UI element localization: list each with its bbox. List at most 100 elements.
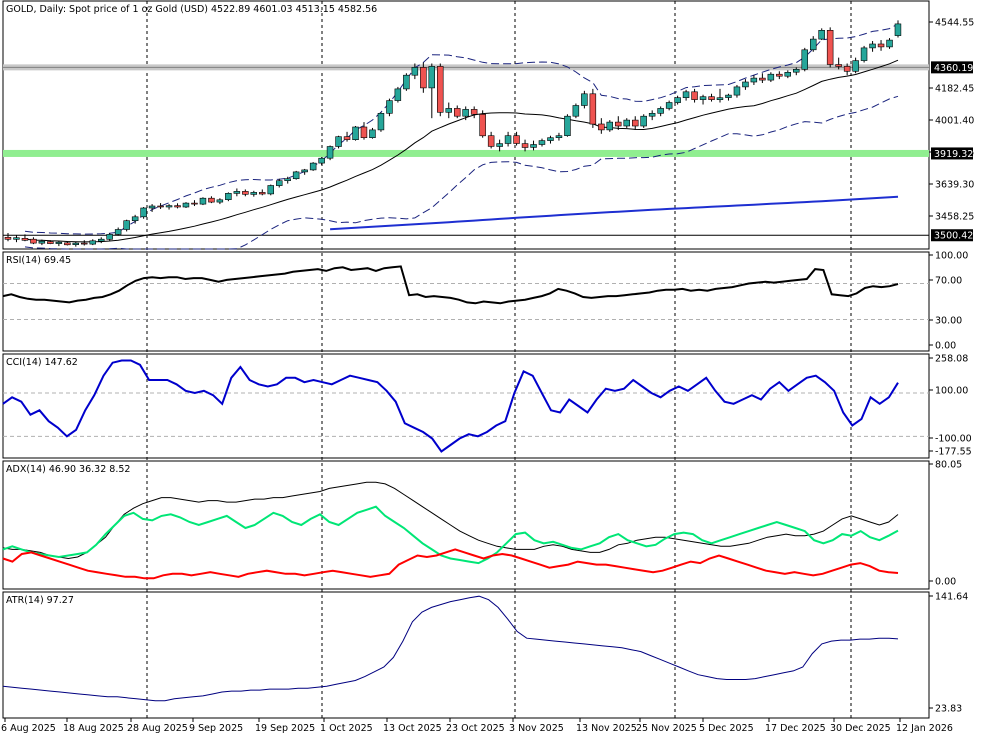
- candle: [165, 204, 173, 210]
- candle-body: [436, 66, 444, 113]
- candle: [869, 41, 876, 52]
- candle-body: [843, 66, 851, 72]
- candle: [708, 93, 715, 102]
- axis-tick-label: 23.83: [935, 704, 962, 715]
- candle: [318, 157, 325, 166]
- candle: [123, 219, 130, 232]
- candle-body: [547, 137, 554, 141]
- candle: [216, 198, 224, 205]
- grid-lines: [146, 1, 852, 718]
- candle-body: [631, 119, 639, 127]
- candle: [208, 196, 215, 204]
- candle-body: [131, 216, 139, 222]
- axis-tick-label: 4544.55: [935, 18, 974, 29]
- candle-body: [411, 67, 419, 76]
- candle: [852, 57, 859, 74]
- candle: [81, 240, 88, 246]
- time-axis-label: 1 Oct 2025: [320, 723, 373, 734]
- candle-body: [598, 123, 605, 131]
- candle: [581, 90, 588, 109]
- candle: [55, 241, 63, 247]
- candle: [38, 239, 46, 246]
- candle-body: [691, 91, 698, 100]
- candle-body: [4, 237, 12, 240]
- candle: [886, 38, 893, 49]
- candle: [225, 192, 232, 202]
- candle-body: [648, 113, 656, 117]
- candle: [733, 84, 741, 98]
- candle-body: [877, 43, 885, 48]
- candle: [470, 106, 478, 119]
- candle-body: [513, 135, 520, 144]
- candle: [64, 241, 71, 246]
- panel-border-0: [2, 0, 930, 250]
- candle-body: [318, 157, 325, 164]
- candle: [504, 131, 512, 147]
- candle: [377, 112, 385, 132]
- candle-body: [326, 146, 334, 159]
- candle-body: [250, 192, 258, 195]
- time-axis-label: 17 Dec 2025: [765, 723, 826, 734]
- candle: [513, 131, 520, 146]
- time-axis-label: 18 Aug 2025: [63, 723, 124, 734]
- candle-body: [869, 43, 876, 49]
- candle-body: [89, 240, 97, 245]
- panel-border-4: [2, 591, 930, 719]
- price-tag-label: 3919.32: [934, 149, 973, 160]
- candle-body: [742, 81, 749, 88]
- price-panel: [3, 20, 929, 250]
- price-axis: 4544.554182.454001.403820.353639.303458.…: [929, 18, 974, 715]
- candle-body: [267, 185, 274, 195]
- candle-body: [750, 77, 758, 83]
- candle: [725, 93, 732, 101]
- axis-tick-label: 258.08: [935, 354, 968, 365]
- candle: [386, 98, 393, 117]
- time-axis-label: 3 Nov 2025: [509, 723, 564, 734]
- candle: [572, 103, 580, 119]
- candle: [538, 138, 546, 147]
- candle-body: [487, 135, 495, 147]
- candle-body: [453, 108, 461, 117]
- candle: [818, 28, 825, 41]
- candle: [420, 62, 427, 93]
- axis-tick-label: 30.00: [935, 316, 962, 327]
- candle-body: [309, 162, 317, 171]
- candle-body: [479, 114, 486, 137]
- indicator-panel: [2, 265, 929, 320]
- candle-body: [13, 237, 20, 240]
- candle: [89, 239, 97, 246]
- candle: [657, 106, 664, 117]
- panel-border-1: [2, 251, 930, 352]
- time-axis-label: 13 Nov 2025: [576, 723, 637, 734]
- candle: [631, 116, 639, 130]
- candle-body: [140, 207, 147, 218]
- candle: [301, 168, 308, 175]
- bollinger-upper: [24, 23, 899, 235]
- candle: [801, 47, 808, 72]
- candle: [547, 135, 554, 144]
- indicator-title: ADX(14) 46.90 36.32 8.52: [6, 464, 130, 475]
- indicator-series: [2, 265, 899, 305]
- candle-body: [530, 144, 537, 148]
- candle-body: [776, 73, 783, 77]
- indicator-panel: [2, 359, 929, 453]
- panel-titles: GOLD, Daily: Spot price of 1 oz Gold (US…: [6, 4, 377, 606]
- candle-body: [377, 113, 385, 131]
- axis-tick-label: 4182.45: [935, 84, 974, 95]
- bollinger-lower: [24, 95, 899, 250]
- candle: [72, 241, 80, 247]
- candle: [555, 132, 563, 141]
- candle: [182, 202, 190, 208]
- candle: [267, 184, 274, 196]
- candle: [233, 188, 241, 197]
- indicator-series: [2, 481, 899, 560]
- candle-body: [699, 96, 707, 100]
- candle: [640, 114, 647, 128]
- candle-body: [826, 29, 834, 65]
- candle: [826, 27, 834, 68]
- candle: [174, 203, 181, 209]
- candle-body: [343, 136, 351, 140]
- candle-body: [538, 140, 546, 145]
- price-tag-box: [931, 147, 973, 160]
